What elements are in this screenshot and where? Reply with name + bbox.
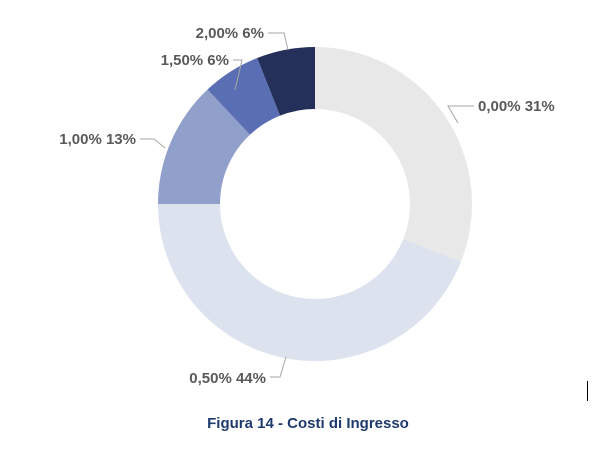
- slice-0: [315, 47, 472, 262]
- data-label-4: 2,00% 6%: [196, 25, 264, 42]
- data-label-0: 0,00% 31%: [478, 98, 555, 115]
- leader-line-1: [270, 356, 287, 378]
- leader-line-4: [268, 32, 289, 51]
- slice-4: [257, 47, 315, 116]
- figure-caption: Figura 14 - Costi di Ingresso: [207, 415, 409, 432]
- leader-line-0: [447, 105, 474, 124]
- slice-3: [207, 58, 281, 135]
- leader-lines: [140, 32, 474, 378]
- slice-2: [158, 89, 250, 204]
- data-label-2: 1,00% 13%: [59, 131, 136, 148]
- text-cursor: [587, 381, 588, 401]
- data-label-1: 0,50% 44%: [189, 370, 266, 387]
- donut-slices: [158, 47, 472, 362]
- data-label-3: 1,50% 6%: [161, 52, 229, 69]
- slice-1: [158, 204, 461, 362]
- leader-line-2: [140, 138, 166, 149]
- leader-line-3: [233, 59, 243, 91]
- data-labels: 0,00% 31% 0,50% 44% 1,00% 13% 1,50% 6% 2,00%…: [59, 25, 554, 387]
- donut-chart: 0,00% 31% 0,50% 44% 1,00% 13% 1,50% 6% 2,00%…: [59, 25, 554, 387]
